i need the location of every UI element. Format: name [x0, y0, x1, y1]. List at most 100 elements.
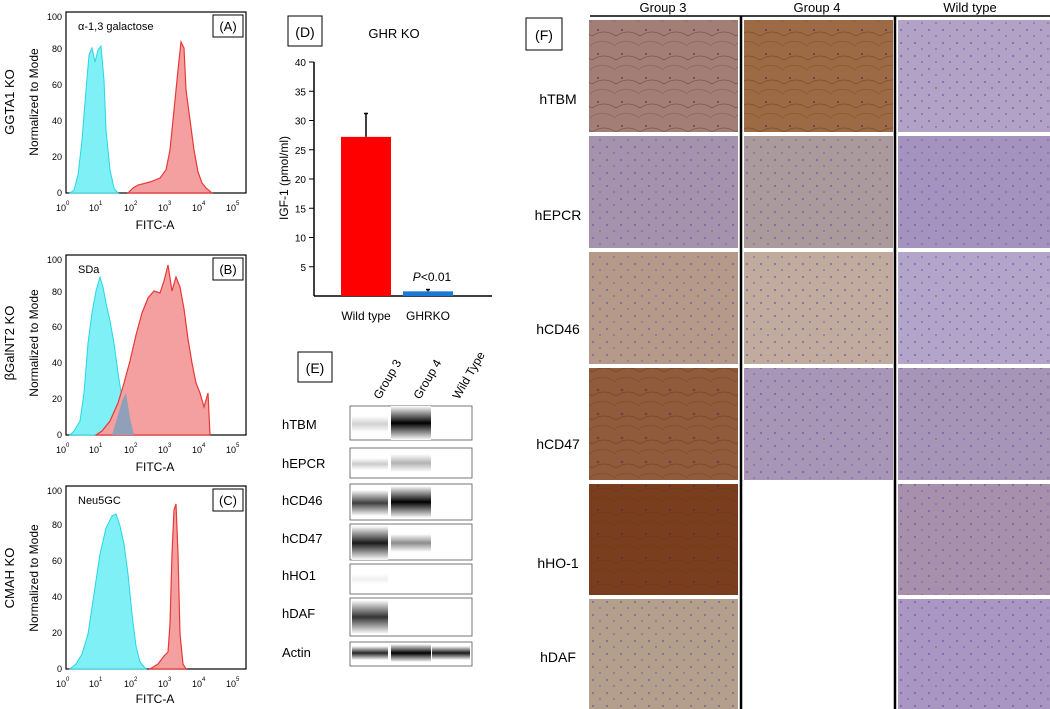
panel-a-xticks: 10 0 10 1 10 2 10 3 10 4 10 5 [56, 201, 240, 213]
svg-text:60: 60 [52, 80, 62, 90]
panel-c-control-histogram [68, 513, 148, 670]
panel-a-yticks: 0 20 40 60 80 100 [47, 12, 62, 198]
svg-text:5: 5 [236, 677, 240, 683]
panel-d-chart: (D) GHR KO IGF-1 (pmol/ml) 5 10 15 20 25 30 35… [277, 15, 492, 323]
category-label: Wild type [341, 309, 391, 323]
svg-text:10: 10 [124, 445, 134, 455]
svg-text:10: 10 [89, 679, 99, 689]
svg-text:1: 1 [99, 677, 103, 683]
panel-a-xlabel: FITC-A [136, 218, 175, 232]
panel-a-ylabel: Normalized to Mode [27, 48, 41, 156]
svg-text:hTBM: hTBM [539, 91, 576, 107]
svg-text:40: 40 [52, 592, 62, 602]
svg-text:80: 80 [52, 287, 62, 297]
svg-text:10: 10 [124, 203, 134, 213]
y-tick-label: 15 [295, 204, 307, 215]
panel-b: (B) SDa 0 20 40 60 80 100 10 0 10 1 10 2 10… [2, 254, 247, 474]
panel-a: (A) α-1,3 galactose 0 20 40 60 80 100 10… [2, 11, 247, 232]
panel-c-ko-histogram [147, 503, 188, 670]
svg-text:0: 0 [66, 443, 70, 449]
svg-text:hCD46: hCD46 [536, 321, 580, 337]
panel-b-tag: (B) [219, 262, 236, 277]
svg-text:60: 60 [52, 556, 62, 566]
panel-e-bands [352, 406, 470, 662]
svg-text:10: 10 [124, 679, 134, 689]
panel-d-bars [341, 112, 453, 296]
panel-c-side-label: CMAH KO [2, 548, 17, 609]
svg-text:0: 0 [57, 664, 62, 674]
svg-text:hEPCR: hEPCR [535, 207, 582, 223]
svg-text:4: 4 [202, 201, 206, 207]
panel-e-tag: (E) [306, 360, 325, 376]
svg-text:hCD47: hCD47 [282, 531, 322, 546]
panel-f-tag: (F) [535, 27, 553, 43]
svg-text:hEPCR: hEPCR [282, 456, 325, 471]
svg-text:2: 2 [134, 201, 138, 207]
panel-e-blot: (E) Group 3 Group 4 Wild Type hTBM hEPCR… [282, 349, 488, 667]
y-tick-label: 30 [295, 117, 307, 128]
panel-b-yticks: 0 20 40 60 80 100 [47, 255, 62, 440]
svg-text:hDAF: hDAF [540, 649, 576, 665]
svg-text:4: 4 [202, 443, 206, 449]
svg-text:hHO1: hHO1 [282, 568, 316, 583]
svg-text:hCD46: hCD46 [282, 493, 322, 508]
svg-text:60: 60 [52, 322, 62, 332]
svg-text:10: 10 [56, 679, 66, 689]
svg-text:4: 4 [202, 677, 206, 683]
panel-d-title: GHR KO [368, 26, 419, 41]
y-tick-label: 10 [295, 234, 307, 245]
svg-text:100: 100 [47, 486, 62, 496]
svg-text:5: 5 [236, 443, 240, 449]
svg-text:20: 20 [52, 152, 62, 162]
panel-b-annotation: SDa [78, 264, 100, 276]
svg-text:2: 2 [134, 677, 138, 683]
svg-text:3: 3 [168, 201, 172, 207]
svg-text:20: 20 [52, 628, 62, 638]
svg-text:Actin: Actin [282, 645, 311, 660]
panel-a-tag: (A) [219, 19, 236, 34]
panel-d-categories: Wild type GHRKO [341, 309, 450, 323]
y-tick-label: 20 [295, 175, 307, 186]
bar-wild-type [341, 136, 391, 296]
svg-text:10: 10 [192, 679, 202, 689]
y-tick-label: 40 [295, 58, 307, 69]
panel-c-xlabel: FITC-A [136, 692, 175, 706]
panel-c-xticks: 10 0 10 1 10 2 10 3 10 4 10 5 [56, 677, 240, 689]
svg-text:10: 10 [226, 203, 236, 213]
svg-text:100: 100 [47, 255, 62, 265]
svg-text:10: 10 [158, 203, 168, 213]
svg-text:10: 10 [158, 679, 168, 689]
svg-text:20: 20 [52, 394, 62, 404]
y-tick-label: 35 [295, 87, 307, 98]
svg-text:10: 10 [89, 203, 99, 213]
svg-text:hHO-1: hHO-1 [537, 555, 578, 571]
svg-text:hDAF: hDAF [282, 606, 315, 621]
svg-text:10: 10 [158, 445, 168, 455]
svg-text:0: 0 [66, 677, 70, 683]
ihc-tiles [589, 20, 1050, 709]
svg-text:5: 5 [236, 201, 240, 207]
svg-text:0: 0 [66, 201, 70, 207]
panel-a-ko-histogram [126, 39, 214, 194]
svg-text:40: 40 [52, 358, 62, 368]
panel-b-ko-histogram [94, 264, 211, 436]
bar-ghrko [403, 291, 453, 296]
panel-b-overlap [112, 393, 134, 435]
svg-text:3: 3 [168, 443, 172, 449]
svg-text:1: 1 [99, 443, 103, 449]
svg-text:2: 2 [134, 443, 138, 449]
panel-f-col-wildtype: Wild type [943, 0, 996, 15]
category-label: GHRKO [406, 309, 450, 323]
svg-text:10: 10 [226, 679, 236, 689]
panel-d-ylabel: IGF-1 (pmol/ml) [277, 136, 291, 220]
svg-text:3: 3 [168, 677, 172, 683]
panel-f-grid: Group 3 Group 4 Wild type (F) hTBM hEPCR… [525, 0, 1050, 709]
panel-c-annotation: Neu5GC [78, 495, 121, 507]
y-tick-label: 5 [300, 263, 306, 274]
svg-text:hTBM: hTBM [282, 417, 317, 432]
flow-panels: (A) α-1,3 galactose 0 20 40 60 80 100 10… [2, 11, 247, 706]
panel-c-tag: (C) [219, 493, 237, 508]
panel-e-lane-group4: Group 4 [410, 357, 444, 402]
panel-c-yticks: 0 20 40 60 80 100 [47, 486, 62, 674]
panel-c: (C) Neu5GC 0 20 40 60 80 100 10 0 10 1 10 2… [2, 485, 247, 706]
